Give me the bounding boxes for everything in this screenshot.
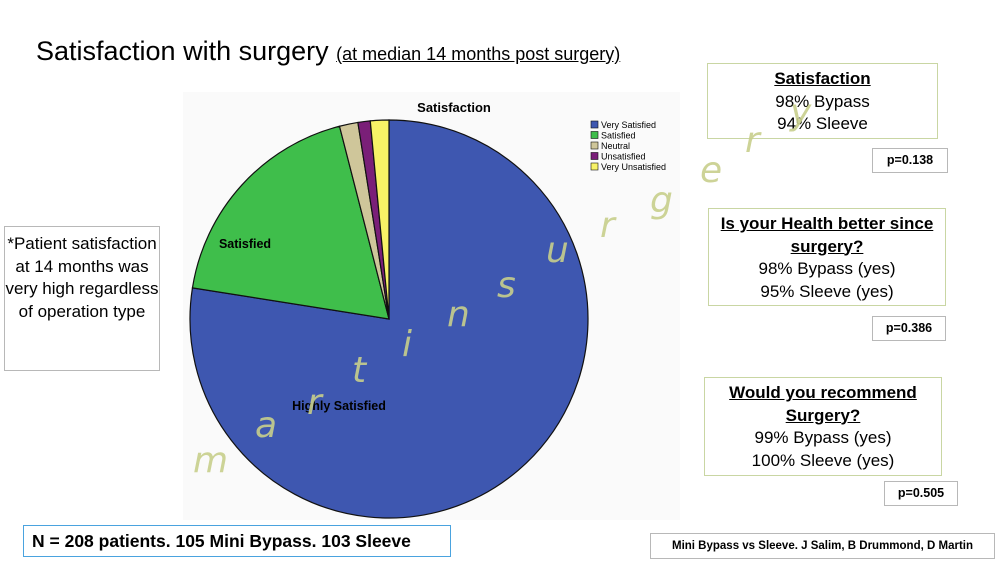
legend-label: Very Unsatisfied [601,162,666,172]
stat-line: 94% Sleeve [777,114,868,133]
patient-note: *Patient satisfaction at 14 months was v… [4,226,160,371]
stat-heading: Would you recommend Surgery? [729,383,917,425]
p-value: p=0.505 [884,481,958,506]
legend-item: Very Unsatisfied [590,162,666,172]
stat-box-health: Is your Health better since surgery? 98%… [708,208,946,306]
chart-title: Satisfaction [417,100,491,115]
stat-heading: Satisfaction [774,69,871,88]
legend-label: Satisfied [601,131,636,141]
p-value: p=0.138 [872,148,948,173]
legend-item: Neutral [590,141,630,151]
pie-slice-very-unsatisfied [369,119,390,320]
citation: Mini Bypass vs Sleeve. J Salim, B Drummo… [650,533,995,559]
legend-item: Very Satisfied [590,120,656,130]
legend-label: Unsatisfied [601,152,646,162]
legend-swatch [590,141,599,150]
legend-swatch [590,131,599,139]
legend-label: Neutral [601,141,630,151]
slice-label: Highly Satisfied [292,399,386,413]
slice-label: Satisfied [219,237,271,251]
slide-title: Satisfaction with surgery (at median 14 … [36,36,620,67]
legend-item: Satisfied [590,131,636,141]
stat-line: 99% Bypass (yes) [754,428,892,447]
stat-box-satisfaction: Satisfaction 98% Bypass 94% Sleeve [707,63,938,139]
slice-labels: Highly Satisfied Satisfied [219,237,386,413]
stat-line: 95% Sleeve (yes) [760,281,894,301]
p-value: p=0.386 [872,316,946,341]
title-subtitle: (at median 14 months post surgery) [336,44,621,64]
stat-line: 98% Bypass (yes) [758,259,896,278]
stat-line: 100% Sleeve (yes) [751,450,895,470]
stat-heading: Is your Health better since surgery? [720,214,934,256]
chart-legend: Very SatisfiedSatisfiedNeutralUnsatisfie… [590,120,666,172]
pie-slices [189,119,589,519]
legend-swatch [590,162,599,171]
sample-size-summary: N = 208 patients. 105 Mini Bypass. 103 S… [23,525,451,557]
legend-label: Very Satisfied [601,120,656,130]
legend-item: Unsatisfied [590,152,646,162]
title-main: Satisfaction with surgery [36,36,329,66]
stat-line: 98% Bypass [775,91,870,111]
legend-swatch [590,120,599,129]
stat-box-recommend: Would you recommend Surgery? 99% Bypass … [704,377,942,476]
legend-swatch [590,152,599,160]
pie-slice-satisfied [191,125,390,320]
